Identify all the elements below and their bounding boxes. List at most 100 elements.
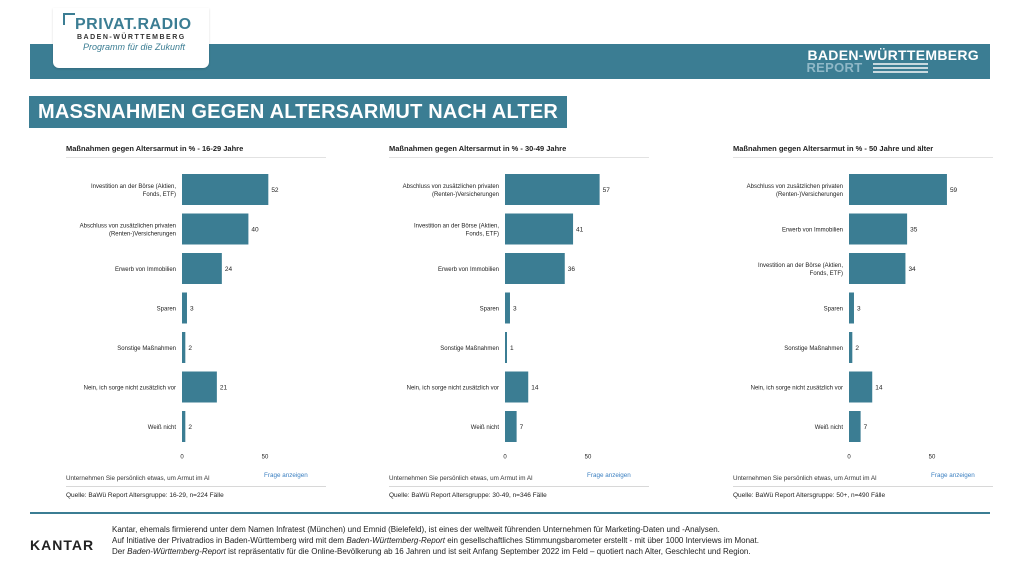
- divider: [733, 486, 993, 487]
- logo-title: PRIVAT.RADIO: [75, 16, 192, 33]
- data-label: 36: [568, 266, 576, 273]
- data-label: 3: [513, 306, 517, 313]
- bar: [849, 292, 854, 324]
- divider: [389, 486, 649, 487]
- bar: [849, 411, 861, 442]
- chart-title: Maßnahmen gegen Altersarmut in % - 50 Ja…: [733, 144, 934, 153]
- data-label: 2: [855, 345, 859, 352]
- data-label: 7: [520, 424, 524, 431]
- bar: [849, 174, 947, 205]
- data-label: 52: [271, 187, 279, 194]
- data-label: 7: [864, 424, 868, 431]
- data-label: 35: [910, 227, 918, 234]
- bar-chart-30-49: 57 Abschluss von zusätzlichen privaten (Re…: [403, 174, 611, 461]
- tick-label: 50: [262, 455, 269, 461]
- footer-rule: [30, 512, 990, 514]
- data-label: 2: [188, 345, 192, 352]
- data-label: 59: [950, 187, 958, 194]
- category-label: Abschluss von zusätzlichen privaten: [403, 184, 499, 190]
- category-label: Nein, ich sorge nicht zusätzlich vor: [751, 386, 843, 392]
- divider: [733, 157, 993, 158]
- footer-text-part: Der: [112, 547, 128, 556]
- bar: [849, 371, 873, 403]
- report-title-line1: BADEN-WÜRTTEMBERG: [807, 47, 979, 63]
- category-label: Erwerb von Immobilien: [438, 267, 499, 273]
- report-decoration-lines: [873, 63, 928, 74]
- bar: [505, 292, 510, 324]
- question-text: Unternehmen Sie persönlich etwas, um Arm…: [389, 475, 533, 482]
- category-label: (Renten-)Versicherungen: [432, 192, 499, 198]
- category-label: Weiß nicht: [815, 425, 844, 431]
- bar: [849, 213, 908, 245]
- source-note: Quelle: BaWü Report Altersgruppe: 30-49,…: [389, 492, 547, 499]
- category-label: Fonds, ETF): [466, 232, 499, 238]
- bar: [505, 332, 507, 363]
- tick-label: 0: [847, 455, 851, 461]
- chart-panel-30-49: Maßnahmen gegen Altersarmut in % - 30-49…: [389, 140, 649, 502]
- bar: [849, 332, 853, 363]
- bar: [849, 253, 906, 284]
- footer-text-part: ein gesellschaftliches Stimmungsbaromete…: [445, 536, 759, 545]
- category-label: Weiß nicht: [471, 425, 500, 431]
- bar: [505, 213, 574, 245]
- bar: [182, 253, 222, 284]
- data-label: 24: [225, 266, 233, 273]
- footer-line-1: Kantar, ehemals firmierend unter dem Nam…: [112, 525, 720, 534]
- logo-tagline: Programm für die Zukunft: [83, 42, 186, 52]
- data-label: 3: [190, 306, 194, 313]
- divider: [389, 157, 649, 158]
- data-label: 1: [510, 345, 514, 352]
- data-label: 3: [857, 306, 861, 313]
- data-label: 57: [603, 187, 611, 194]
- category-label: Abschluss von zusätzlichen privaten: [80, 224, 176, 230]
- footer-emphasis: Baden-Württemberg-Report: [127, 547, 226, 556]
- tick-label: 50: [929, 455, 936, 461]
- category-label: Sparen: [157, 307, 176, 313]
- footer-text-part: Auf Initiative der Privatradios in Baden…: [112, 536, 347, 545]
- show-question-link[interactable]: Frage anzeigen: [587, 472, 631, 479]
- footer-emphasis: Baden-Württemberg-Report: [346, 536, 446, 545]
- chart-panel-50-plus: Maßnahmen gegen Altersarmut in % - 50 Ja…: [733, 140, 993, 502]
- bar: [505, 174, 600, 205]
- brand-logo: PRIVAT.RADIO BADEN-WÜRTTEMBERG Programm …: [53, 8, 209, 68]
- category-label: Investition an der Börse (Aktien,: [414, 224, 499, 230]
- data-label: 40: [251, 227, 259, 234]
- category-label: (Renten-)Versicherungen: [776, 192, 843, 198]
- bar-chart-50-plus: 59 Abschluss von zusätzlichen privaten (Re…: [747, 174, 958, 461]
- page-title: MASSNAHMEN GEGEN ALTERSARMUT NACH ALTER: [29, 96, 568, 128]
- logo-subtitle: BADEN-WÜRTTEMBERG: [77, 34, 186, 41]
- category-label: Erwerb von Immobilien: [115, 267, 176, 273]
- bar-chart-16-29: 52 Investition an der Börse (Aktien, Fonds…: [80, 174, 279, 461]
- footer-text: Kantar, ehemals firmierend unter dem Nam…: [112, 524, 982, 557]
- data-label: 2: [188, 424, 192, 431]
- data-label: 14: [875, 385, 883, 392]
- chart-title: Maßnahmen gegen Altersarmut in % - 16-29…: [66, 144, 244, 153]
- data-label: 41: [576, 227, 584, 234]
- data-label: 14: [531, 385, 539, 392]
- bar: [182, 174, 269, 205]
- bar: [182, 332, 186, 363]
- chart-title: Maßnahmen gegen Altersarmut in % - 30-49…: [389, 144, 567, 153]
- bar: [505, 411, 517, 442]
- logo-corner-mark: [63, 13, 75, 25]
- category-label: Sonstige Maßnahmen: [440, 346, 499, 352]
- data-label: 21: [220, 385, 228, 392]
- category-label: Abschluss von zusätzlichen privaten: [747, 184, 843, 190]
- divider: [66, 486, 326, 487]
- show-question-link[interactable]: Frage anzeigen: [264, 472, 308, 479]
- category-label: Nein, ich sorge nicht zusätzlich vor: [407, 386, 499, 392]
- bar: [182, 411, 186, 442]
- show-question-link[interactable]: Frage anzeigen: [931, 472, 975, 479]
- report-title-line2: REPORT: [806, 60, 863, 75]
- category-label: Erwerb von Immobilien: [782, 228, 843, 234]
- bar: [505, 371, 529, 403]
- footer-text-part: ist repräsentativ für die Online-Bevölke…: [225, 547, 751, 556]
- category-label: Sparen: [480, 307, 499, 313]
- source-note: Quelle: BaWü Report Altersgruppe: 16-29,…: [66, 492, 224, 499]
- category-label: (Renten-)Versicherungen: [109, 232, 176, 238]
- category-label: Weiß nicht: [148, 425, 177, 431]
- category-label: Investition an der Börse (Aktien,: [91, 184, 176, 190]
- tick-label: 0: [503, 455, 507, 461]
- category-label: Nein, ich sorge nicht zusätzlich vor: [84, 386, 176, 392]
- footer-line-2: Auf Initiative der Privatradios in Baden…: [112, 535, 982, 546]
